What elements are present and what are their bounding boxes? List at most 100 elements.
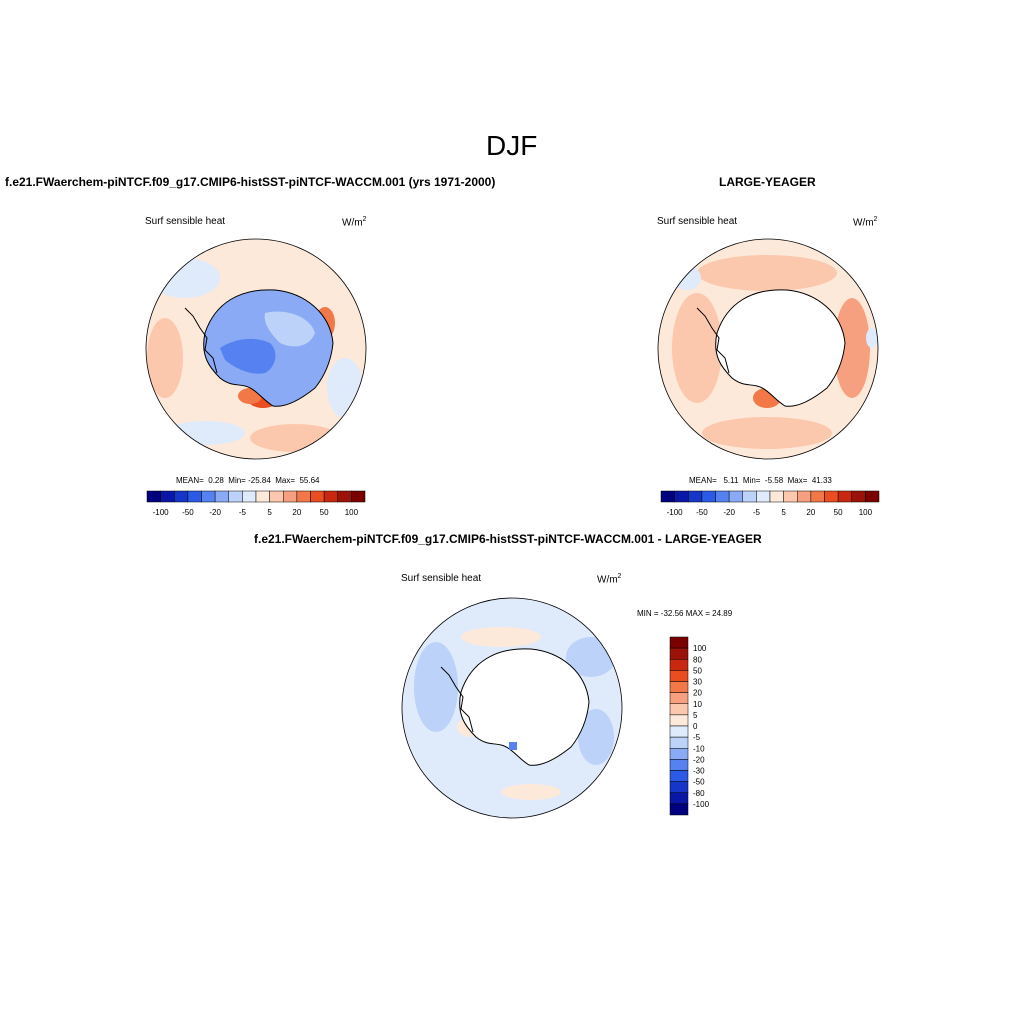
field-patch — [327, 358, 363, 418]
colorbar-swatch — [674, 490, 689, 503]
colorbar-swatch — [715, 490, 730, 503]
map-diff — [401, 597, 623, 819]
panel-model-stats: MEAN= 0.28 Min= -25.84 Max= 55.64 — [176, 476, 320, 485]
colorbar-tick-label: 100 — [345, 508, 359, 517]
map-border — [401, 597, 623, 819]
peninsula-coast — [696, 307, 730, 374]
colorbar-swatch — [296, 490, 311, 503]
colorbar-swatch — [174, 490, 189, 503]
panel-model-variable: Surf sensible heat — [145, 216, 226, 227]
colorbar-swatch — [187, 490, 202, 503]
colorbar-swatch — [669, 725, 689, 738]
panel-obs-stats: MEAN= 5.11 Min= -5.58 Max= 41.33 — [689, 476, 832, 485]
colorbar-swatch — [214, 490, 229, 503]
colorbar-swatch — [669, 692, 689, 704]
field-patch — [414, 642, 458, 732]
colorbar-swatch — [810, 490, 825, 503]
map-model — [145, 238, 367, 460]
colorbar-tick-label: -50 — [182, 508, 194, 517]
colorbar-swatch — [310, 490, 325, 503]
colorbar-tick-label: -50 — [693, 778, 705, 787]
colorbar-tick-label: -20 — [209, 508, 221, 517]
land-patch — [264, 311, 315, 347]
colorbar-tick-label: -20 — [693, 755, 705, 764]
colorbar-tick-label: 100 — [693, 644, 707, 653]
colorbar-tick-label: 80 — [693, 655, 702, 664]
colorbar-model: -100 -50 -20 -5 5 20 50 100 — [146, 490, 366, 517]
field-patch — [165, 421, 245, 445]
colorbar-tick-label: 100 — [859, 508, 873, 517]
colorbar-swatch — [769, 490, 784, 503]
field-patch — [578, 709, 614, 765]
panel-diff-heading: f.e21.FWaerchem-piNTCF.f09_g17.CMIP6-his… — [254, 532, 762, 546]
colorbar-swatch — [742, 490, 757, 503]
colorbar-swatch — [160, 490, 175, 503]
colorbar-tick-label: -10 — [693, 744, 705, 753]
colorbar-tick-label: 20 — [292, 508, 301, 517]
colorbar-swatch — [669, 647, 689, 660]
colorbar-swatch — [669, 759, 689, 771]
colorbar-tick-label: 50 — [693, 666, 702, 675]
colorbar-swatch — [728, 490, 743, 503]
colorbar-swatch — [669, 736, 689, 749]
panel-obs-units: W/m2 — [853, 216, 878, 229]
colorbar-tick-label: 30 — [693, 678, 702, 687]
colorbar-swatch — [851, 490, 866, 503]
colorbar-tick-label: -5 — [753, 508, 761, 517]
colorbar-tick-label: -100 — [153, 508, 170, 517]
colorbar-tick-label: 5 — [267, 508, 272, 517]
colorbar-swatch — [323, 490, 338, 503]
field-patch — [285, 250, 365, 286]
colorbar-swatch — [146, 490, 161, 503]
field-patch — [250, 424, 340, 452]
field-patch — [501, 784, 561, 800]
field-patch — [461, 627, 541, 647]
colorbar-tick-label: 20 — [806, 508, 815, 517]
colorbar-swatch — [669, 770, 689, 782]
colorbar-tick-label: 5 — [781, 508, 786, 517]
colorbar-tick-label: 50 — [834, 508, 843, 517]
colorbar-swatch — [669, 803, 689, 816]
panel-obs-variable: Surf sensible heat — [657, 216, 738, 227]
colorbar-tick-label: -100 — [667, 508, 684, 517]
colorbar-swatch — [756, 490, 771, 503]
colorbar-swatch — [669, 792, 689, 805]
antarctica-landmass — [715, 289, 846, 407]
colorbar-obs: -100 -50 -20 -5 5 20 50 100 — [660, 490, 880, 517]
map-border — [145, 238, 367, 460]
colorbar-swatch — [688, 490, 703, 503]
peninsula-coast — [184, 307, 218, 374]
map-border — [657, 238, 879, 460]
colorbar-swatch — [824, 490, 839, 503]
colorbar-swatch — [201, 490, 216, 503]
colorbar-tick-label: -20 — [723, 508, 735, 517]
map-obs — [657, 238, 879, 460]
colorbar-tick-label: -80 — [693, 789, 705, 798]
colorbar-swatch — [865, 490, 880, 503]
colorbar-swatch — [701, 490, 716, 503]
colorbar-swatch — [669, 659, 689, 671]
colorbar-swatch — [669, 670, 689, 682]
colorbar-tick-label: -50 — [696, 508, 708, 517]
field-patch — [697, 255, 837, 291]
colorbar-tick-label: 10 — [693, 700, 702, 709]
field-patch — [702, 417, 832, 449]
colorbar-swatch — [669, 681, 689, 693]
colorbar-swatch — [660, 490, 675, 503]
colorbar-swatch — [269, 490, 284, 503]
colorbar-swatch — [669, 781, 689, 793]
colorbar-swatch — [242, 490, 257, 503]
colorbar-swatch — [351, 490, 366, 503]
figure-title: DJF — [486, 130, 538, 161]
panel-diff-variable: Surf sensible heat — [401, 573, 482, 584]
colorbar-swatch — [783, 490, 798, 503]
land-patch — [220, 338, 276, 374]
colorbar-tick-label: -100 — [693, 800, 709, 809]
colorbar-swatch — [669, 748, 689, 760]
land-patch — [509, 742, 517, 750]
colorbar-swatch — [797, 490, 812, 503]
field-patch — [150, 258, 220, 298]
panel-model-heading: f.e21.FWaerchem-piNTCF.f09_g17.CMIP6-his… — [5, 175, 496, 189]
colorbar-swatch — [669, 714, 689, 727]
panel-obs-heading: LARGE-YEAGER — [719, 175, 816, 189]
